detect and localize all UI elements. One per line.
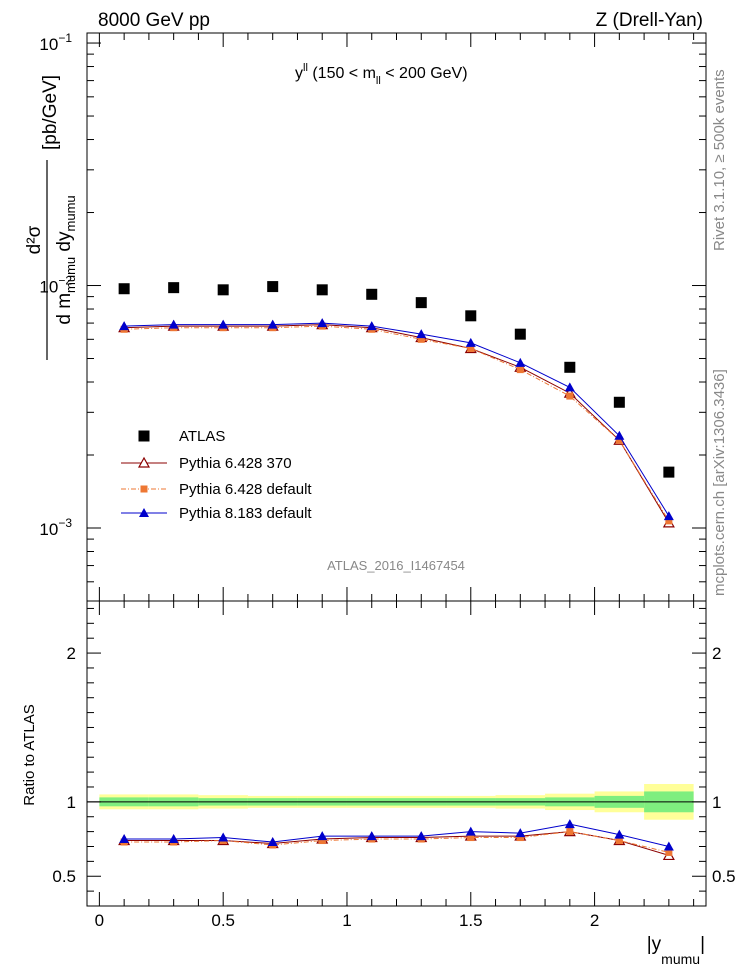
ratio-data-point — [168, 834, 179, 844]
legend-marker — [139, 508, 149, 517]
y-label-unit: [pb/GeV] — [40, 75, 61, 150]
ratio-data-point — [467, 834, 475, 842]
source-label: mcplots.cern.ch [arXiv:1306.3436] — [711, 369, 728, 596]
data-point — [564, 361, 576, 373]
ratio-y-tick-label-left: 0.5 — [52, 867, 76, 886]
ratio-y-tick-label-right: 0.5 — [712, 867, 736, 886]
series-line — [124, 325, 670, 522]
rivet-label: Rivet 3.1.10, ≥ 500k events — [711, 69, 728, 251]
x-axis-label: |ymumu| — [647, 934, 705, 967]
ratio-data-point — [663, 841, 674, 851]
ratio-data-point — [566, 828, 574, 836]
ratio-data-point — [564, 819, 575, 829]
analysis-tag: ATLAS_2016_I1467454 — [327, 558, 465, 573]
legend-label: Pythia 6.428 default — [179, 481, 312, 498]
ratio-data-point — [318, 837, 326, 845]
ratio-series — [118, 819, 675, 861]
ratio-data-point — [615, 837, 623, 845]
data-point — [665, 517, 673, 525]
data-point — [317, 318, 328, 328]
data-point — [316, 284, 328, 296]
ratio-y-axis-label: Ratio to ATLAS — [21, 704, 38, 805]
data-point — [267, 281, 279, 293]
x-tick-label: 0 — [95, 911, 104, 930]
ratio-data-point — [119, 834, 130, 844]
y-label-numerator: d²σ — [24, 225, 45, 254]
data-point — [118, 283, 130, 295]
data-point — [366, 288, 378, 300]
data-point — [267, 319, 278, 329]
y-tick-label: 10−2 — [39, 274, 72, 297]
data-point — [516, 366, 524, 374]
axis-tick-labels: 0 0.5 1 1.5 2 10−1 10−2 10−3 0.5 0.5 1 1 2 2 — [39, 31, 735, 930]
y-tick-label: 10−3 — [39, 516, 72, 539]
legend-label: Pythia 8.183 default — [179, 505, 312, 522]
ratio-data-point — [366, 831, 377, 841]
ratio-uncertainty-bands — [87, 784, 706, 820]
x-tick-label: 2 — [590, 911, 599, 930]
x-tick-label: 1.5 — [459, 911, 483, 930]
main-y-axis-label: d²σ d mmumu dymumu [pb/GeV] — [24, 75, 78, 360]
data-point — [514, 328, 526, 340]
data-point — [416, 329, 427, 339]
axis-ticks — [87, 33, 706, 906]
x-tick-label: 0.5 — [211, 911, 235, 930]
data-point — [663, 511, 674, 521]
ratio-data-point — [515, 828, 526, 838]
series-line — [124, 322, 670, 517]
legend-label: Pythia 6.428 370 — [179, 455, 292, 472]
ratio-data-point — [516, 834, 524, 842]
data-point — [415, 297, 427, 309]
ratio-series-line — [124, 831, 669, 853]
data-point — [366, 321, 377, 331]
data-point — [467, 344, 475, 352]
data-point — [217, 284, 229, 296]
header-right: Z (Drell-Yan) — [596, 10, 703, 31]
legend-marker — [140, 485, 148, 493]
data-point — [564, 382, 575, 392]
legend-marker — [137, 456, 151, 468]
data-point — [119, 321, 130, 331]
data-point — [417, 335, 425, 343]
data-point — [465, 337, 476, 347]
ratio-y-tick-label-right: 1 — [712, 793, 721, 812]
data-point — [614, 430, 625, 440]
plot-title: yll (150 < mll < 200 GeV) — [295, 62, 468, 87]
ratio-data-point — [665, 848, 673, 856]
ratio-series-line — [124, 823, 669, 847]
data-point — [515, 357, 526, 367]
data-point — [663, 466, 675, 478]
ratio-data-point — [267, 837, 278, 847]
ratio-panel-frame — [86, 600, 707, 907]
legend-marker — [138, 430, 150, 442]
ratio-data-point — [465, 826, 476, 836]
data-point — [465, 310, 477, 322]
data-point — [168, 282, 180, 294]
data-point — [613, 396, 625, 408]
x-tick-label: 1 — [342, 911, 351, 930]
legend-label: ATLAS — [179, 428, 225, 445]
ratio-data-point — [614, 829, 625, 839]
legend: ATLAS Pythia 6.428 370 Pythia 6.428 defaul… — [121, 428, 312, 522]
ratio-y-tick-label-right: 2 — [712, 644, 721, 663]
header-left: 8000 GeV pp — [98, 10, 210, 31]
data-point — [168, 319, 179, 329]
ratio-data-point — [317, 831, 328, 841]
y-label-denominator: d mmumu dymumu — [54, 195, 78, 324]
data-point — [566, 392, 574, 400]
series-line — [124, 324, 670, 524]
ratio-data-point — [416, 831, 427, 841]
data-point — [218, 319, 229, 329]
y-tick-label: 10−1 — [39, 31, 72, 54]
ratio-y-tick-label-left: 1 — [67, 793, 76, 812]
data-point — [615, 436, 623, 444]
data-series — [118, 281, 675, 528]
ratio-data-point — [218, 832, 229, 842]
ratio-y-tick-label-left: 2 — [67, 644, 76, 663]
